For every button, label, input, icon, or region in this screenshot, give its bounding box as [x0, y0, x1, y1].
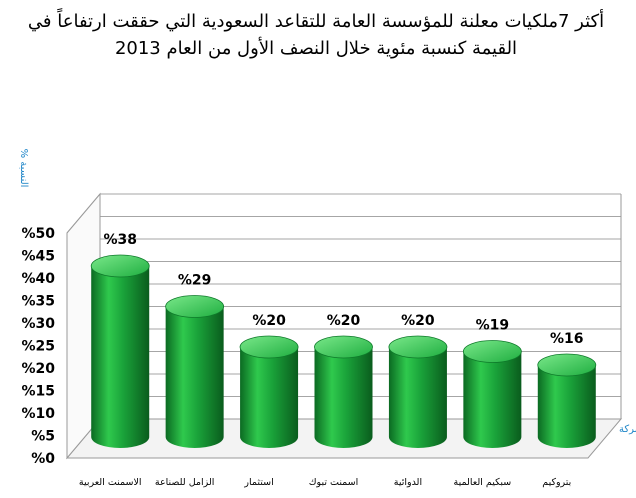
bar-top — [239, 335, 299, 359]
y-tick-label: %45 — [21, 249, 55, 265]
bar-body — [537, 365, 596, 448]
category-label: الدوائية — [394, 477, 422, 488]
gridline — [66, 193, 621, 234]
bar-body — [388, 347, 447, 448]
data-label: %38 — [103, 232, 137, 248]
y-tick-label: %0 — [31, 451, 55, 467]
y-tick-label: %20 — [21, 361, 55, 377]
bar — [165, 295, 225, 448]
category-label: سبكيم العالمية — [454, 477, 512, 488]
category-label: استثمار — [243, 477, 273, 488]
gridline — [66, 261, 621, 301]
bar-top — [462, 340, 522, 363]
bar — [388, 335, 448, 448]
category-label: بتروكيم — [542, 477, 571, 488]
bar-top — [537, 353, 597, 377]
data-label: %20 — [252, 313, 286, 329]
bar-body — [165, 306, 224, 448]
y-tick-label: %40 — [21, 271, 55, 287]
bar-top — [90, 254, 150, 278]
bars — [90, 254, 597, 448]
chart-title: أكثر 7ملكيات معلنة للمؤسسة العامة للتقاع… — [27, 11, 605, 59]
category-label: الزامل للصناعة — [155, 477, 215, 488]
y-tick-labels: %0 %5 %10 %15 %20 %25 %30 %35 %40 %45 %50 — [21, 226, 55, 467]
y-tick-label: %50 — [21, 226, 55, 242]
y-tick-label: %10 — [21, 406, 55, 422]
data-label: %20 — [401, 313, 435, 329]
bar-top — [165, 295, 225, 318]
bar-body — [463, 351, 522, 448]
category-label: الاسمنت العربية — [79, 477, 142, 488]
bar-body — [91, 266, 150, 448]
gridline — [66, 216, 621, 256]
y-axis-title: النسبة % — [18, 149, 29, 188]
data-label: %16 — [550, 331, 584, 347]
bar — [537, 353, 597, 448]
bar-top — [388, 335, 448, 359]
bar-body — [240, 347, 299, 448]
y-tick-label: %25 — [21, 339, 55, 355]
y-tick-label: %30 — [21, 316, 55, 332]
bar-body — [314, 347, 373, 448]
gridline — [66, 238, 621, 279]
data-label: %29 — [178, 273, 212, 289]
y-tick-label: %15 — [21, 384, 55, 400]
data-label: %19 — [476, 318, 510, 334]
category-label: اسمنت تبوك — [309, 477, 359, 488]
y-tick-label: %35 — [21, 294, 55, 310]
category-labels: الاسمنت العربية الزامل للصناعة استثمار اسمن… — [79, 477, 571, 488]
bar — [462, 340, 522, 448]
bar — [314, 335, 373, 448]
x-axis-title: الشركة — [619, 424, 636, 435]
bar — [239, 335, 299, 448]
data-labels: %38 %29 %20 %20 %20 %19 %16 — [103, 232, 583, 347]
bar-top — [314, 335, 373, 359]
bar — [90, 254, 150, 448]
y-tick-label: %5 — [31, 429, 55, 445]
data-label: %20 — [327, 313, 361, 329]
